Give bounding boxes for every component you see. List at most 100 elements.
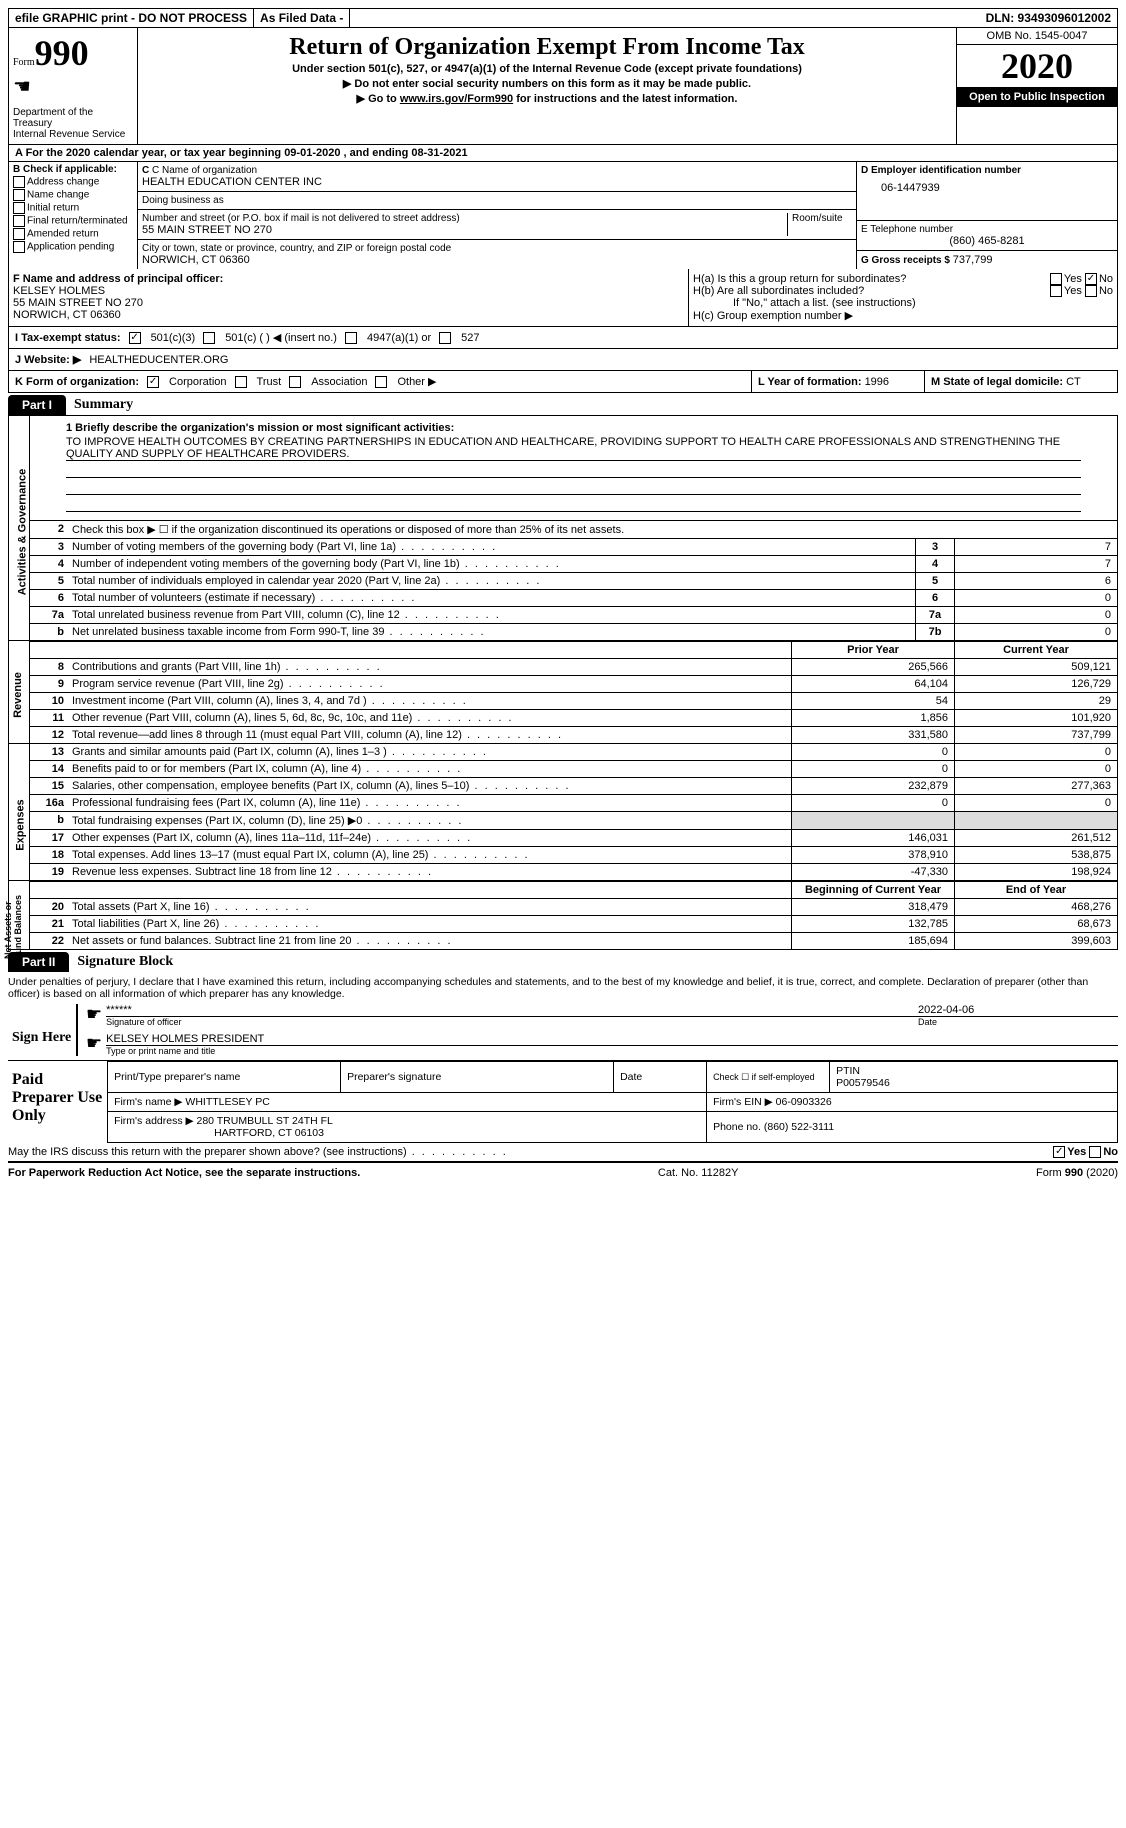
part2-title: Signature Block <box>69 954 173 970</box>
b-check-item: Name change <box>13 189 133 201</box>
footer-left: For Paperwork Reduction Act Notice, see … <box>8 1167 360 1179</box>
form-header: Form990 ☚ Department of the Treasury Int… <box>8 28 1118 145</box>
omb-number: OMB No. 1545-0047 <box>957 28 1117 45</box>
line2-text: Check this box ▶ ☐ if the organization d… <box>68 521 1117 538</box>
efile-notice: efile GRAPHIC print - DO NOT PROCESS <box>9 9 254 27</box>
b-check-item: Final return/terminated <box>13 215 133 227</box>
sign-here-label: Sign Here <box>8 1020 76 1056</box>
gov-row: 6Total number of volunteers (estimate if… <box>30 590 1117 607</box>
g-label: G Gross receipts $ <box>861 255 953 266</box>
officer-name: KELSEY HOLMES <box>13 285 684 297</box>
prep-h3: Date <box>614 1062 707 1093</box>
col-f: F Name and address of principal officer:… <box>9 269 689 326</box>
firm-ein-label: Firm's EIN ▶ <box>713 1096 776 1108</box>
dept-label: Department of the Treasury Internal Reve… <box>13 107 133 140</box>
sig-officer-label: Signature of officer <box>106 1017 918 1027</box>
subtitle-2: ▶ Do not enter social security numbers o… <box>142 77 952 90</box>
preparer-table: Print/Type preparer's name Preparer's si… <box>107 1061 1118 1143</box>
prep-self-emp: Check ☐ if self-employed <box>707 1062 830 1093</box>
part2-header: Part II Signature Block <box>8 952 1118 972</box>
section-f-to-h: F Name and address of principal officer:… <box>8 269 1118 327</box>
sig-arrow-icon: ☛ <box>82 1004 106 1027</box>
paid-preparer-label: Paid Preparer Use Only <box>8 1061 107 1143</box>
year-box: OMB No. 1545-0047 2020 Open to Public In… <box>957 28 1117 144</box>
i-label: I Tax-exempt status: <box>15 332 121 344</box>
gov-row: 3Number of voting members of the governi… <box>30 539 1117 556</box>
k-other: Other ▶ <box>397 375 436 388</box>
city-label: City or town, state or province, country… <box>142 243 852 254</box>
gross-receipts: 737,799 <box>953 254 993 266</box>
expense-row: 13Grants and similar amounts paid (Part … <box>30 744 1117 761</box>
state-domicile: CT <box>1066 376 1081 388</box>
expense-row: 19Revenue less expenses. Subtract line 1… <box>30 864 1117 880</box>
net-assets-table: Net Assets or Fund Balances Beginning of… <box>8 881 1118 950</box>
part1-tab: Part I <box>8 395 66 415</box>
discuss-yes: Yes <box>1067 1146 1086 1158</box>
begin-year-header: Beginning of Current Year <box>791 882 954 898</box>
sig-date: 2022-04-06 <box>918 1004 1118 1016</box>
officer-city: NORWICH, CT 06360 <box>13 309 684 321</box>
footer-mid: Cat. No. 11282Y <box>658 1167 739 1179</box>
discuss-question: May the IRS discuss this return with the… <box>8 1146 1053 1158</box>
street-label: Number and street (or P.O. box if mail i… <box>142 213 787 224</box>
firm-name: WHITTLESEY PC <box>185 1096 269 1108</box>
col-h: H(a) Is this a group return for subordin… <box>689 269 1117 326</box>
e-label: E Telephone number <box>861 224 1113 235</box>
firm-addr1: 280 TRUMBULL ST 24TH FL <box>197 1115 333 1127</box>
expense-row: 16aProfessional fundraising fees (Part I… <box>30 795 1117 812</box>
footer-right: Form 990 (2020) <box>1036 1167 1118 1179</box>
k-trust: Trust <box>257 376 282 388</box>
sig-arrow-icon-2: ☛ <box>82 1033 106 1056</box>
expense-row: 14Benefits paid to or for members (Part … <box>30 761 1117 778</box>
gov-row: bNet unrelated business taxable income f… <box>30 624 1117 640</box>
ha-no: No <box>1099 273 1113 285</box>
end-year-header: End of Year <box>954 882 1117 898</box>
b-check-item: Address change <box>13 176 133 188</box>
row-m: M State of legal domicile: CT <box>925 371 1118 393</box>
ptin-label: PTIN <box>836 1065 860 1077</box>
c-name-label: C Name of organization <box>152 165 257 176</box>
firm-phone: (860) 522-3111 <box>764 1121 834 1133</box>
irs-link[interactable]: www.irs.gov/Form990 <box>400 93 513 105</box>
sig-name-label: Type or print name and title <box>106 1046 1118 1056</box>
prep-h1: Print/Type preparer's name <box>108 1062 341 1093</box>
ha-yes: Yes <box>1064 273 1082 285</box>
i-4947: 4947(a)(1) or <box>367 332 431 344</box>
inspection-notice: Open to Public Inspection <box>957 87 1117 107</box>
b-check-item: Initial return <box>13 202 133 214</box>
page-footer: For Paperwork Reduction Act Notice, see … <box>8 1167 1118 1179</box>
form-text: Form <box>13 57 35 68</box>
expense-row: 18Total expenses. Add lines 13–17 (must … <box>30 847 1117 864</box>
hb-no: No <box>1099 285 1113 297</box>
revenue-row: 11Other revenue (Part VIII, column (A), … <box>30 710 1117 727</box>
gov-row: 5Total number of individuals employed in… <box>30 573 1117 590</box>
current-year-header: Current Year <box>954 642 1117 658</box>
firm-addr-label: Firm's address ▶ <box>114 1115 196 1127</box>
org-name: HEALTH EDUCATION CENTER INC <box>142 176 852 188</box>
vtab-net-label: Net Assets or Fund Balances <box>3 895 23 959</box>
revenue-row: 9Program service revenue (Part VIII, lin… <box>30 676 1117 693</box>
firm-phone-label: Phone no. <box>713 1121 764 1133</box>
vtab-expenses: Expenses <box>9 744 30 880</box>
phone-value: (860) 465-8281 <box>861 235 1113 247</box>
mission-question: 1 Briefly describe the organization's mi… <box>66 422 454 434</box>
b-check-item: Application pending <box>13 241 133 253</box>
perjury-text: Under penalties of perjury, I declare th… <box>8 976 1118 1000</box>
vtab-exp-label: Expenses <box>15 800 27 851</box>
vtab-revenue: Revenue <box>9 641 30 743</box>
hb-yes: Yes <box>1064 285 1082 297</box>
col-c: C C Name of organization HEALTH EDUCATIO… <box>138 162 857 269</box>
j-label: J Website: ▶ <box>15 353 81 366</box>
revenue-row: 10Investment income (Part VIII, column (… <box>30 693 1117 710</box>
part1-title: Summary <box>66 397 133 413</box>
net-row: 20Total assets (Part X, line 16)318,4794… <box>30 899 1117 916</box>
revenue-row: 8Contributions and grants (Part VIII, li… <box>30 659 1117 676</box>
section-b-to-g: B Check if applicable: Address changeNam… <box>8 162 1118 269</box>
subtitle-1: Under section 501(c), 527, or 4947(a)(1)… <box>142 63 952 75</box>
signature-block: Under penalties of perjury, I declare th… <box>8 976 1118 1179</box>
row-j: J Website: ▶ HEALTHEDUCENTER.ORG <box>8 349 1118 371</box>
col-b-checks: B Check if applicable: Address changeNam… <box>9 162 138 269</box>
hb-note: If "No," attach a list. (see instruction… <box>693 297 1113 309</box>
row-k: K Form of organization: ✓Corporation Tru… <box>8 371 752 393</box>
l-label: L Year of formation: <box>758 376 865 388</box>
